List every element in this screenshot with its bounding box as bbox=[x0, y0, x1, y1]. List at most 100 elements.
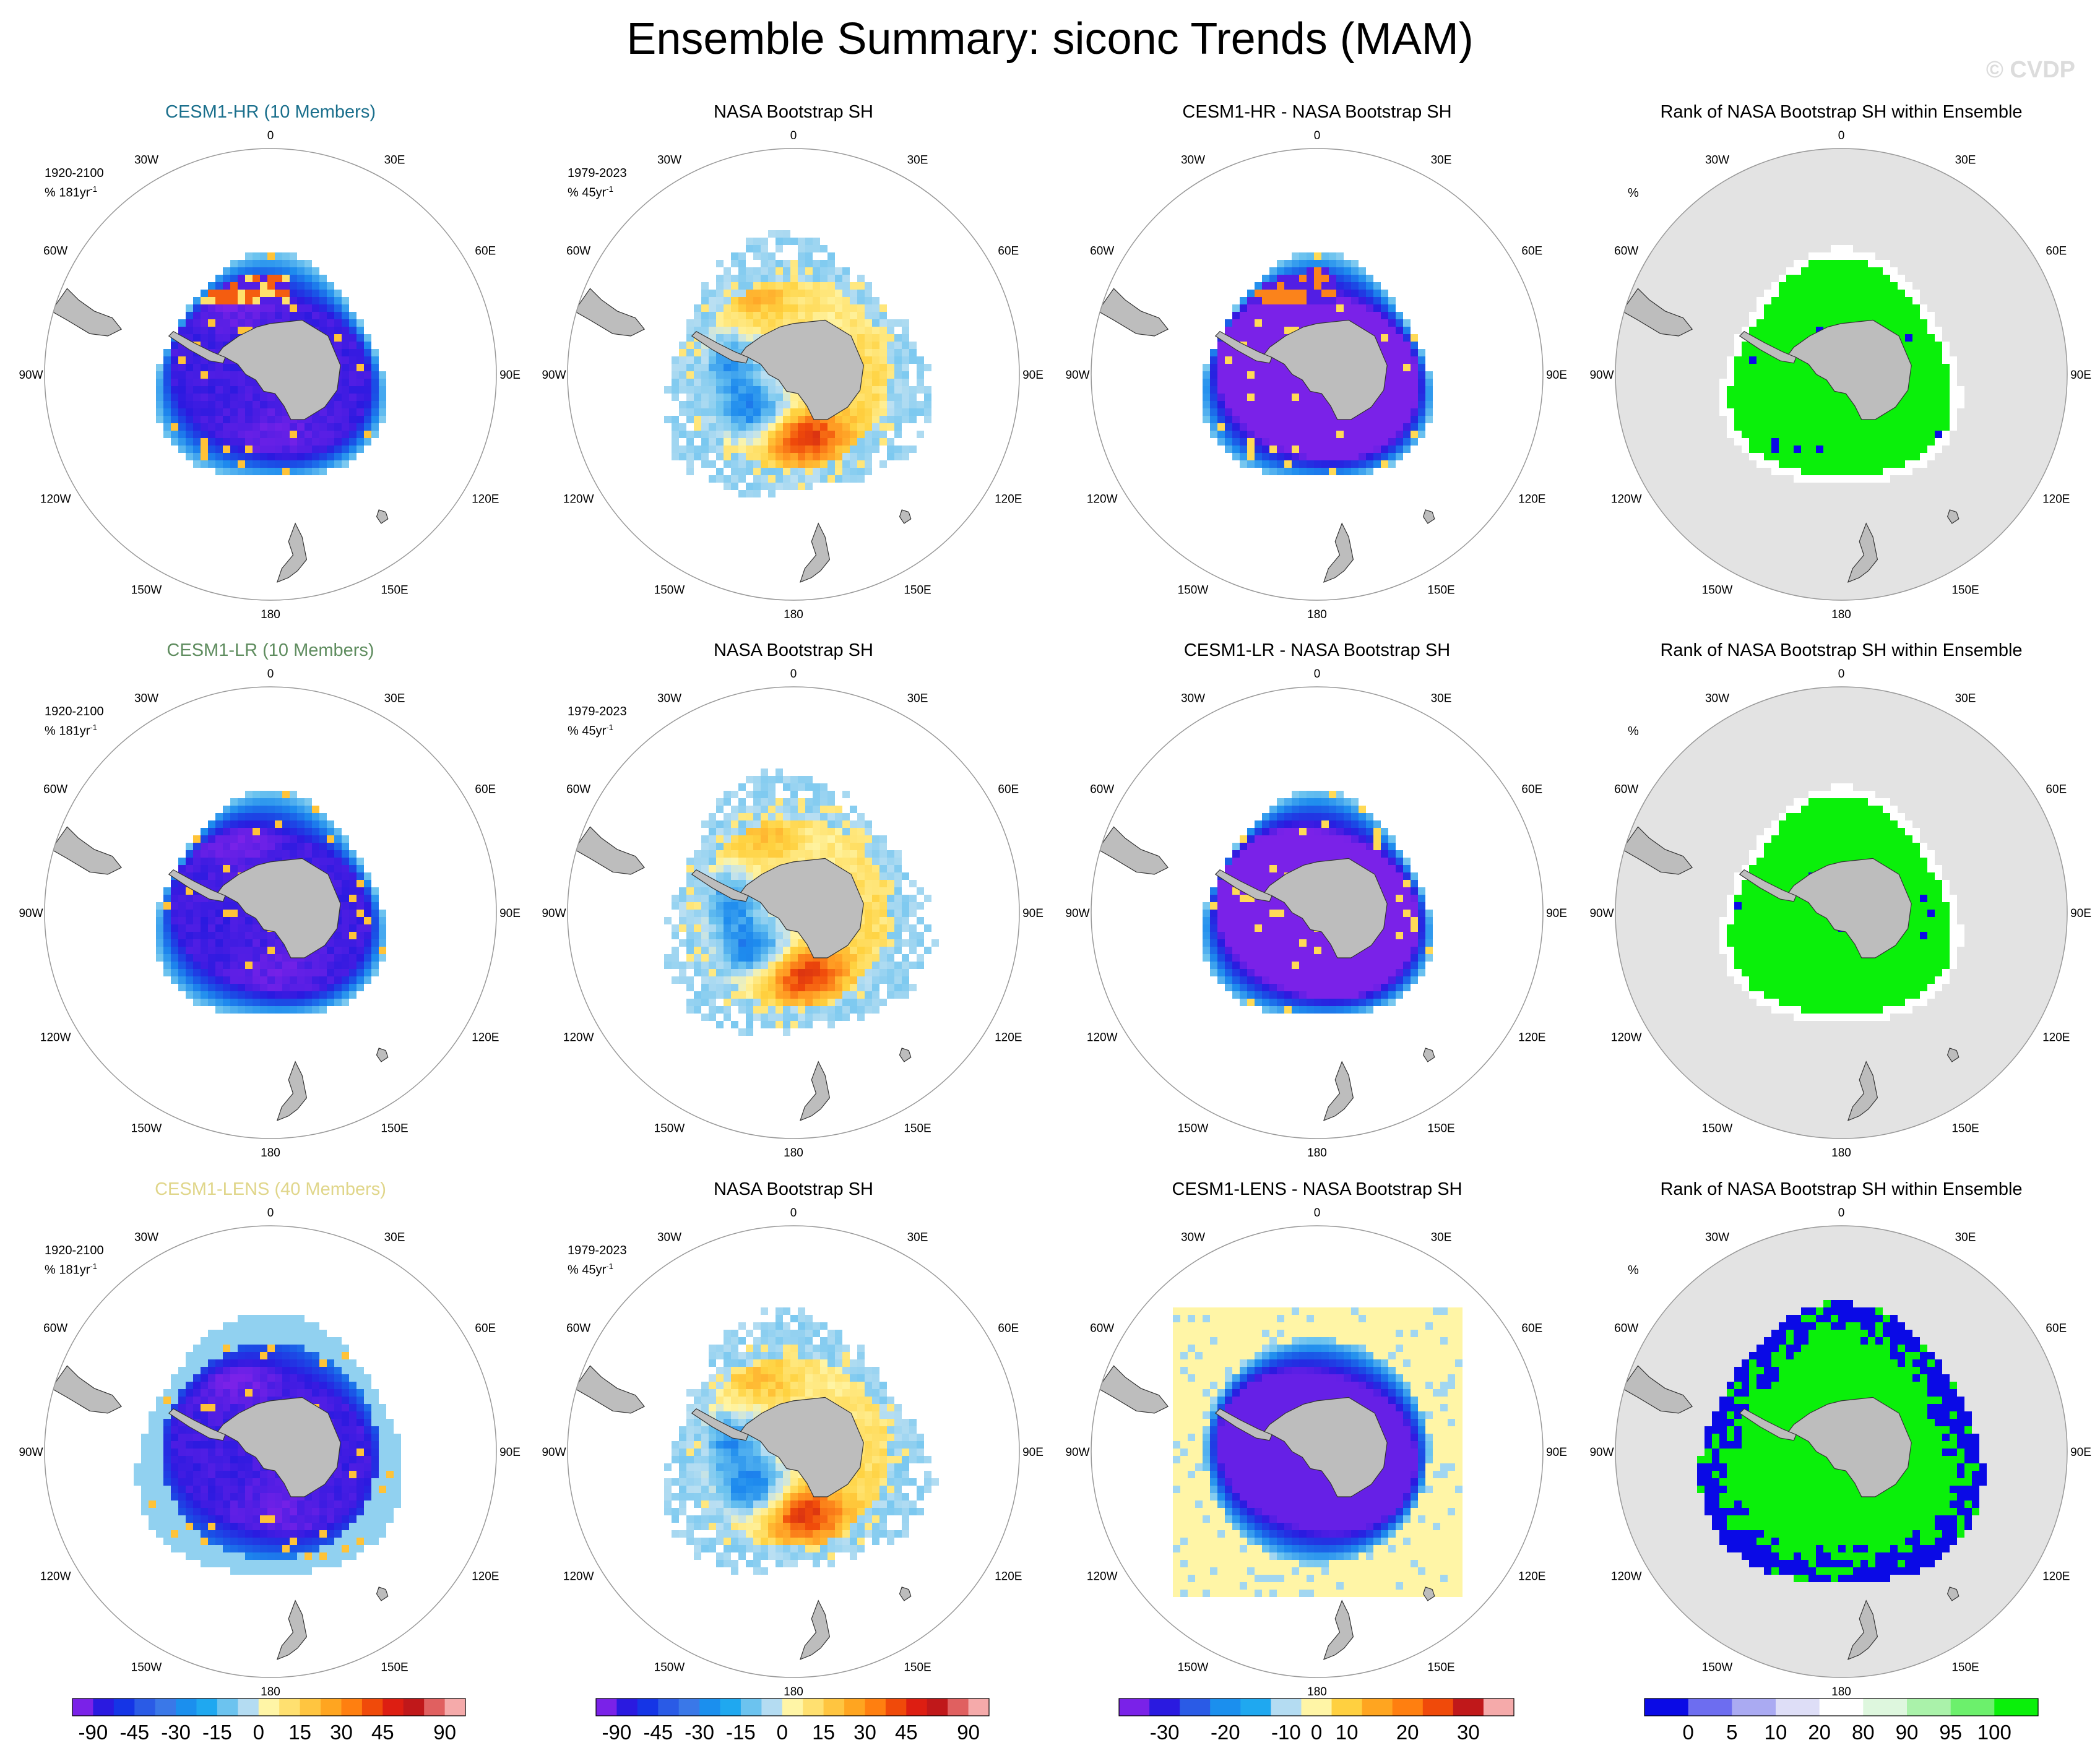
map-border bbox=[567, 1225, 1020, 1678]
colorbar-swatch bbox=[678, 1698, 700, 1716]
longitude-label: 120W bbox=[1087, 1031, 1118, 1044]
colorbar-tick-label: -90 bbox=[602, 1721, 632, 1744]
colorbar-swatch bbox=[616, 1698, 638, 1716]
colorbar-swatch bbox=[1422, 1698, 1454, 1716]
colorbar-swatch bbox=[1863, 1698, 1908, 1716]
colorbar-tick-label: 30 bbox=[1457, 1721, 1480, 1744]
colorbar-tick-label: 100 bbox=[1977, 1721, 2011, 1744]
longitude-label: 150E bbox=[904, 1122, 931, 1135]
longitude-label: 30E bbox=[1955, 1231, 1976, 1244]
map-border bbox=[567, 686, 1020, 1139]
colorbar-swatch bbox=[844, 1698, 866, 1716]
longitude-label: 150E bbox=[904, 1661, 931, 1674]
colorbar-tick-label: 5 bbox=[1726, 1721, 1737, 1744]
antarctic-peninsula bbox=[1214, 1408, 1273, 1441]
longitude-label: 0 bbox=[1314, 1207, 1321, 1220]
coastline-land bbox=[574, 826, 912, 1121]
colorbar-tick-label: -10 bbox=[1271, 1721, 1301, 1744]
longitude-label: 150E bbox=[381, 583, 408, 596]
antarctic-peninsula bbox=[1739, 1408, 1797, 1441]
longitude-label: 90W bbox=[19, 1446, 43, 1459]
longitude-label: 30W bbox=[1705, 154, 1729, 167]
colorbar-swatch bbox=[279, 1698, 301, 1716]
longitude-label: 30W bbox=[1181, 154, 1205, 167]
longitude-label: 120W bbox=[1087, 1570, 1118, 1583]
longitude-label: 90W bbox=[1065, 907, 1089, 920]
colorbar-tick-label: 90 bbox=[433, 1721, 456, 1744]
units-text: % 45yr bbox=[568, 186, 607, 200]
south-america-tip bbox=[1622, 1365, 1693, 1414]
longitude-label: 60W bbox=[1090, 783, 1114, 796]
colorbar-swatch bbox=[1732, 1698, 1776, 1716]
longitude-label: 120E bbox=[2042, 1570, 2070, 1583]
antarctic-peninsula bbox=[1214, 869, 1273, 902]
colorbar-swatch bbox=[1180, 1698, 1211, 1716]
longitude-label: 150E bbox=[1951, 1661, 1979, 1674]
coastline-land bbox=[51, 1365, 389, 1660]
tasmania bbox=[899, 1048, 912, 1062]
colorbar-swatch bbox=[1776, 1698, 1820, 1716]
colorbar-difference: -30 -20 -10 0 10 20 30 bbox=[1118, 1698, 1515, 1744]
tasmania bbox=[1947, 1587, 1960, 1601]
panel-period: 1979-2023 bbox=[568, 1244, 627, 1257]
longitude-label: 60W bbox=[1614, 245, 1638, 258]
panel-title: NASA Bootstrap SH bbox=[714, 102, 873, 122]
south-america-tip bbox=[574, 288, 646, 337]
south-america-tip bbox=[51, 288, 123, 337]
longitude-label: 0 bbox=[1838, 668, 1845, 681]
longitude-label: 150E bbox=[1427, 1122, 1454, 1135]
longitude-label: 60W bbox=[43, 783, 67, 796]
colorbar-swatch bbox=[341, 1698, 363, 1716]
longitude-label: 60E bbox=[998, 245, 1019, 258]
longitude-label: 0 bbox=[1838, 1207, 1845, 1220]
panel-units: % 45yr-1 bbox=[568, 720, 627, 739]
longitude-label: 30W bbox=[1181, 1231, 1205, 1244]
colorbar-swatch bbox=[444, 1698, 466, 1716]
longitude-label: 90E bbox=[499, 1446, 521, 1459]
colorbar-tick-label: 15 bbox=[812, 1721, 835, 1744]
longitude-label: 90W bbox=[1589, 369, 1614, 382]
longitude-label: 60E bbox=[1521, 245, 1542, 258]
panel-units: % 181yr-1 bbox=[45, 1259, 104, 1278]
colorbar-tick-label: 80 bbox=[1852, 1721, 1875, 1744]
colorbar-swatch bbox=[761, 1698, 783, 1716]
colorbar-tick-label: 0 bbox=[1683, 1721, 1694, 1744]
coastline-land bbox=[1097, 288, 1435, 583]
longitude-label: 120E bbox=[2042, 493, 2070, 506]
new-zealand bbox=[1323, 1599, 1354, 1660]
new-zealand bbox=[1323, 522, 1354, 583]
south-america-tip bbox=[51, 1365, 123, 1414]
longitude-label: 30E bbox=[1955, 692, 1976, 705]
colorbar-swatch bbox=[1453, 1698, 1484, 1716]
longitude-label: 30E bbox=[1955, 154, 1976, 167]
longitude-label: 30E bbox=[384, 692, 405, 705]
colorbar-swatch bbox=[1271, 1698, 1302, 1716]
longitude-label: 180 bbox=[261, 608, 280, 621]
antarctica-landmass bbox=[215, 319, 341, 420]
panel-units: % bbox=[1628, 186, 1639, 200]
colorbar-swatch bbox=[1331, 1698, 1363, 1716]
map-border bbox=[1615, 1225, 2068, 1678]
longitude-label: 60E bbox=[475, 783, 496, 796]
colorbar-swatch bbox=[155, 1698, 176, 1716]
longitude-label: 30W bbox=[1181, 692, 1205, 705]
tasmania bbox=[1422, 1587, 1435, 1601]
longitude-label: 150E bbox=[904, 583, 931, 596]
map-border bbox=[1615, 686, 2068, 1139]
colorbar-swatch bbox=[885, 1698, 907, 1716]
longitude-label: 120E bbox=[1518, 1031, 1545, 1044]
units-exponent: -1 bbox=[90, 1262, 97, 1271]
longitude-label: 30W bbox=[657, 692, 681, 705]
colorbar-swatch bbox=[1483, 1698, 1515, 1716]
colorbar-swatch bbox=[217, 1698, 238, 1716]
colorbar-swatch bbox=[1210, 1698, 1241, 1716]
longitude-label: 60W bbox=[1614, 1322, 1638, 1335]
tasmania bbox=[899, 509, 912, 524]
colorbar-swatch bbox=[658, 1698, 680, 1716]
panel-r1-c3: 0 30E 60E 90E 120E 150E 180 150W 120W 90W 60W 30W bbox=[1065, 129, 1566, 621]
coastline-land bbox=[1622, 288, 1960, 583]
longitude-label: 60E bbox=[2046, 1322, 2067, 1335]
tasmania bbox=[1947, 509, 1960, 524]
colorbar-swatch bbox=[93, 1698, 115, 1716]
